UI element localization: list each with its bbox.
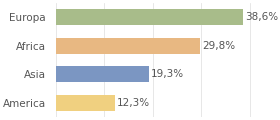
Bar — [56, 95, 115, 111]
Text: 19,3%: 19,3% — [151, 69, 185, 79]
Bar — [56, 66, 149, 82]
Text: 12,3%: 12,3% — [117, 98, 150, 108]
Bar — [56, 38, 200, 54]
Text: 29,8%: 29,8% — [202, 41, 235, 51]
Text: 38,6%: 38,6% — [245, 12, 278, 22]
Bar — [56, 9, 243, 25]
